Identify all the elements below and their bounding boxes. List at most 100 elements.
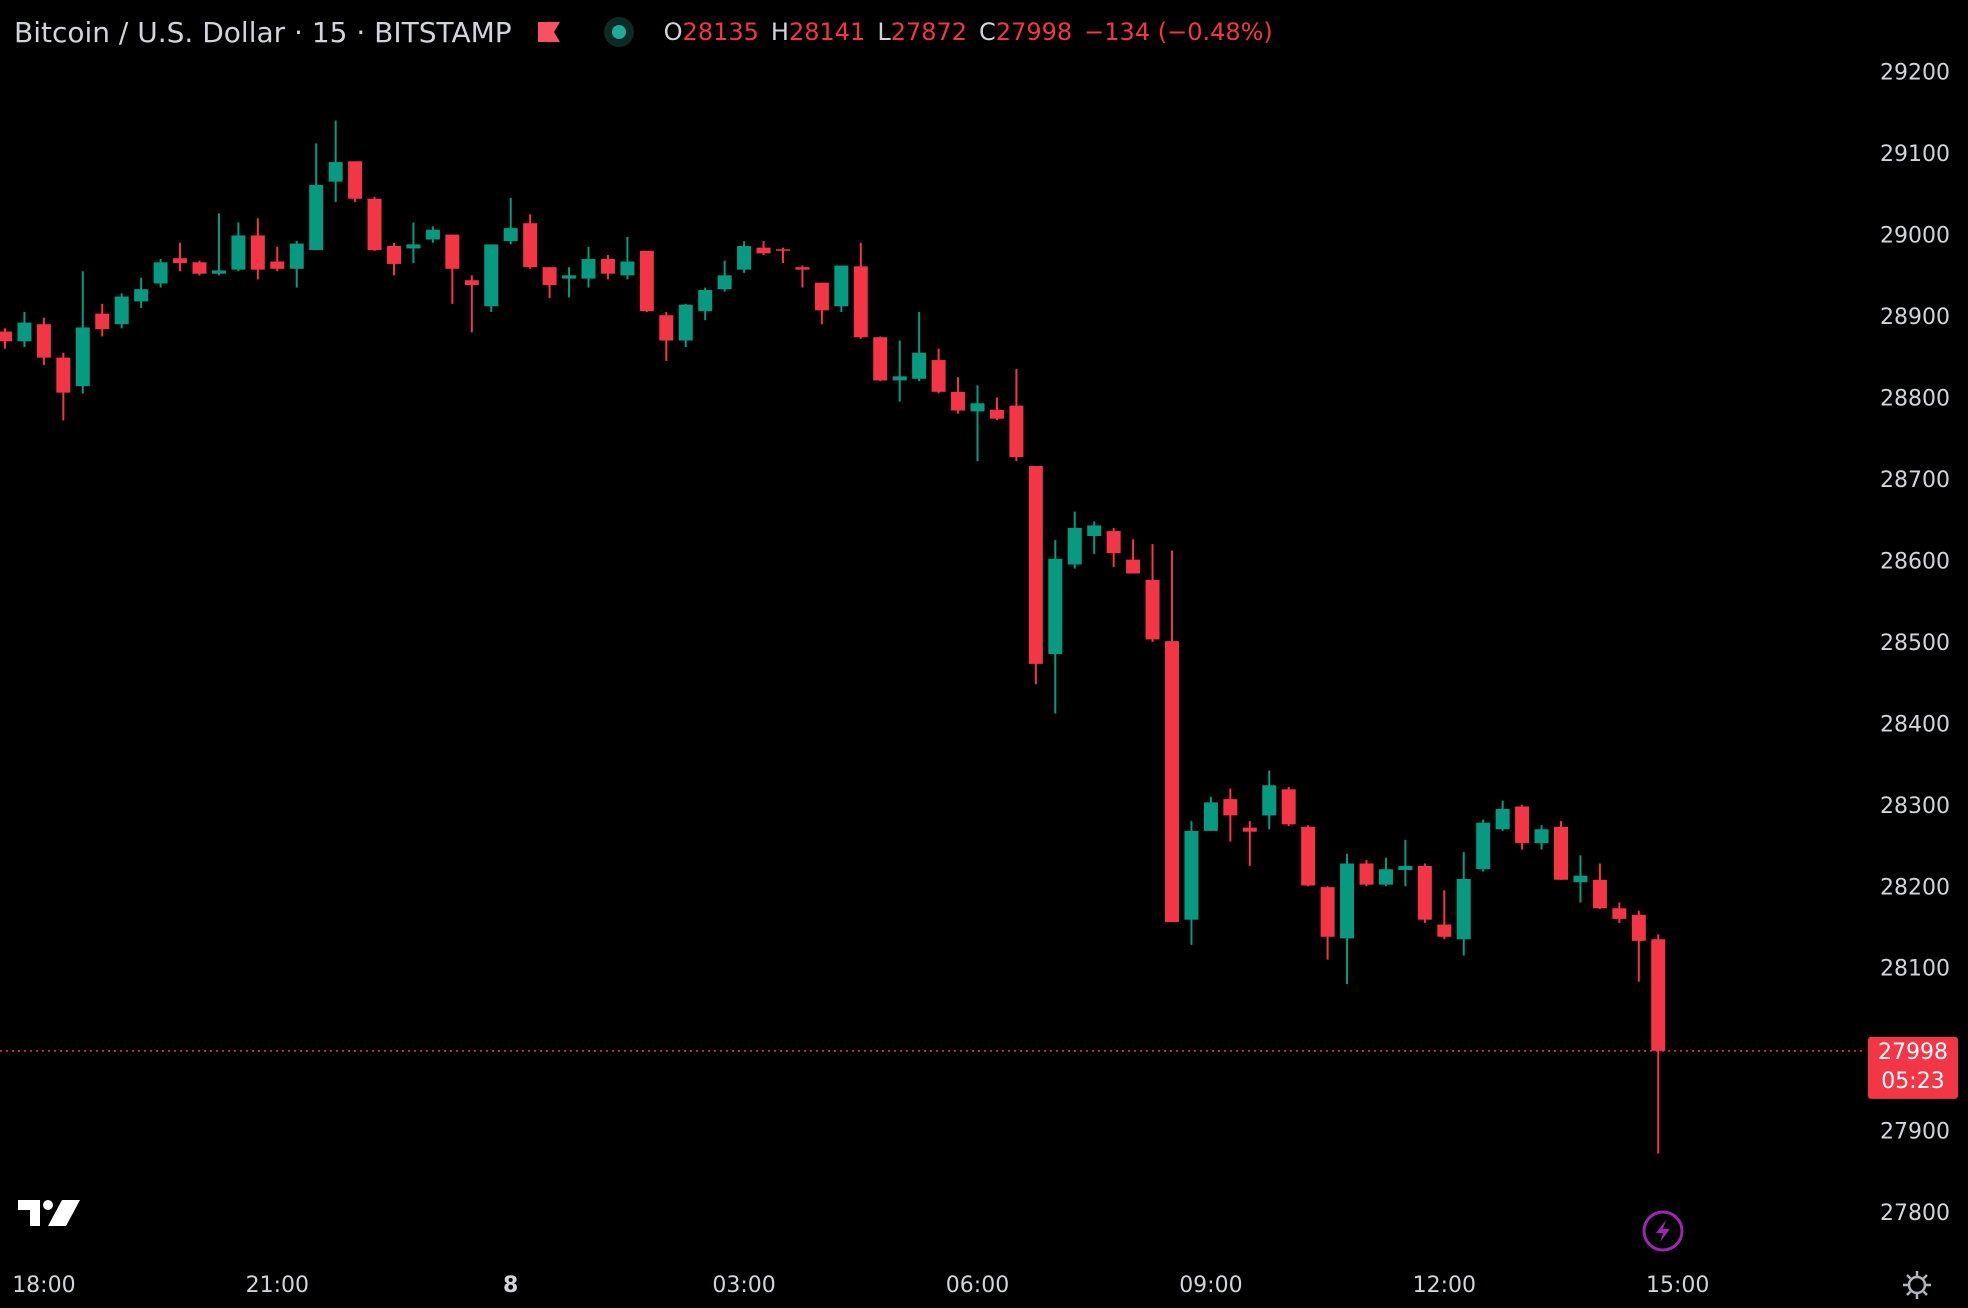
y-tick-label: 27800 [1880,1201,1950,1226]
candle-body [1048,558,1063,655]
candle-body [1087,525,1102,537]
market-status[interactable] [602,15,636,49]
candle-body [639,250,654,312]
candle-body [270,261,285,269]
candle-body [1437,924,1452,937]
candle-body [873,337,888,381]
x-tick-label: 03:00 [712,1273,775,1298]
candle-body [328,162,343,182]
candle-body [1456,878,1471,940]
candle-body [1534,829,1549,844]
candle-body [1262,785,1277,816]
close-value: 27998 [995,18,1073,46]
tradingview-logo [18,1200,80,1226]
candle-body [814,282,829,311]
x-tick-label: 06:00 [946,1273,1009,1298]
candle-body [1612,908,1627,919]
candle-body [1398,865,1413,870]
flag-icon[interactable] [536,20,562,44]
candle-body [1281,789,1296,825]
candle-body [134,289,149,302]
y-tick-label: 28400 [1880,712,1950,737]
candle-body [659,315,674,341]
high-value: 28141 [788,18,866,46]
y-tick-label: 28700 [1880,468,1950,493]
candle-body [114,296,129,325]
candle-body [1145,579,1160,640]
countdown: 05:23 [1881,1069,1944,1094]
candle-body [211,270,226,274]
lightning-icon[interactable] [1642,1210,1684,1252]
candle-body [1165,641,1179,923]
y-tick-label: 28200 [1880,875,1950,900]
candle-body [56,357,71,393]
candle-body [600,259,615,274]
candle-body [464,280,479,286]
candle-body [95,313,110,330]
candle-body [75,327,90,387]
candle-body [931,360,946,392]
candle-body [484,244,499,307]
change: −134 (−0.48%) [1084,18,1273,46]
candle-body [1476,822,1491,870]
candle-body [1067,527,1082,565]
candle-body [892,376,907,381]
candle-body [756,247,771,254]
candle-body [795,267,810,270]
low-key: L [877,18,891,46]
open-value: 28135 [682,18,759,46]
candle-body [1515,806,1530,844]
candle-body [289,243,304,269]
candle-body [348,161,363,199]
candle-body [17,322,32,342]
candle-body [425,229,440,240]
candle-body [834,265,849,307]
candle-body [737,246,752,270]
low-value: 27872 [890,18,968,46]
candle-body [1359,863,1374,885]
x-tick-label: 09:00 [1179,1273,1242,1298]
candle-body [989,409,1004,419]
candle-body [620,261,635,276]
candle-body [523,223,538,268]
candle-body [0,331,12,342]
candle-body [581,259,596,279]
y-tick-label: 27900 [1880,1120,1950,1145]
candle-body [367,198,382,251]
candle-body [1320,887,1335,937]
candle-body [542,267,557,286]
candle-body [1028,465,1043,664]
y-tick-label: 28600 [1880,549,1950,574]
candle-body [250,235,265,270]
settings-icon[interactable] [1903,1271,1931,1299]
candle-body [1126,559,1141,574]
x-tick-label: 18:00 [12,1273,75,1298]
candle-body [153,262,168,284]
y-tick-label: 29100 [1880,142,1950,167]
close-key: C [979,18,996,46]
candle-body [1106,531,1121,554]
candle-body [1184,830,1199,920]
candle-body [912,352,927,379]
candle-body [717,275,732,290]
candle-body [1242,827,1257,832]
y-tick-label: 29000 [1880,224,1950,249]
candle-body [970,403,985,412]
x-tick-label: 8 [503,1273,518,1298]
candle-body [1651,939,1666,1051]
candle-body [231,235,246,270]
y-tick-label: 28500 [1880,631,1950,656]
candle-body [853,266,868,338]
price-tag-value: 27998 [1878,1040,1948,1065]
candle-body [1495,808,1510,830]
candle-body [1223,799,1238,816]
candle-body [36,324,51,358]
candle-body [678,304,693,341]
y-tick-label: 28900 [1880,305,1950,330]
y-tick-label: 28800 [1880,387,1950,412]
candle-body [1417,865,1432,920]
candle-body [406,244,421,249]
candle-body [1301,826,1316,886]
